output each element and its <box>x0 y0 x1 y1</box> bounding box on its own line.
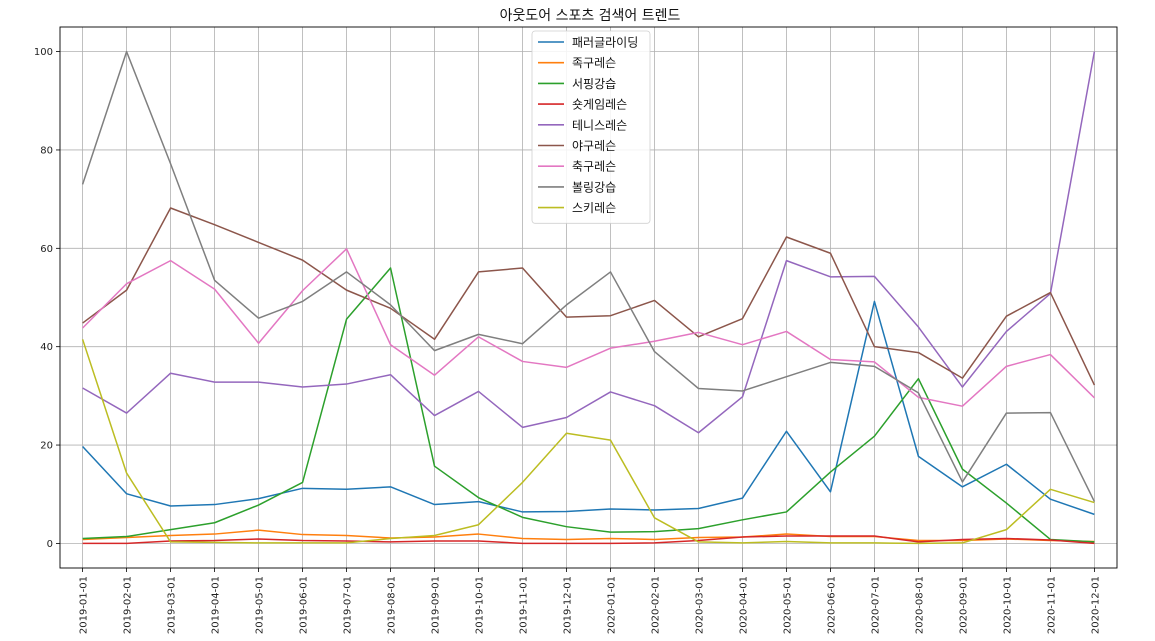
series-line-2 <box>82 529 1095 543</box>
x-tick-label: 2020-07-01 <box>870 576 881 634</box>
x-tick-label: 2020-05-01 <box>782 576 793 634</box>
x-tick-label: 2020-01-01 <box>606 576 617 634</box>
series-line-7 <box>82 248 1095 407</box>
legend-label: 테니스레슨 <box>572 118 627 132</box>
legend-label: 볼링강습 <box>572 180 616 194</box>
series-line-3 <box>82 267 1095 543</box>
x-tick-label: 2019-11-01 <box>519 576 530 634</box>
x-tick-label: 2020-03-01 <box>694 576 705 634</box>
plot-frame <box>59 26 1118 569</box>
x-tick-label: 2019-07-01 <box>343 576 354 634</box>
legend-label: 스키레슨 <box>572 201 616 215</box>
legend-label: 야구레슨 <box>572 139 616 153</box>
series-layer <box>81 50 1096 545</box>
x-tick-label: 2020-08-01 <box>914 576 925 634</box>
x-tick-label: 2019-02-01 <box>123 576 134 634</box>
legend-label: 서핑강습 <box>572 77 616 91</box>
series-line-8 <box>81 50 1096 502</box>
x-tick-label: 2019-12-01 <box>563 576 574 634</box>
series-line-9 <box>81 339 1095 545</box>
legend-label: 축구레슨 <box>572 160 616 174</box>
x-tick-label: 2020-10-01 <box>1002 576 1013 634</box>
x-tick-label: 2019-10-01 <box>475 576 486 634</box>
axes-layer: 2019-01-01 2019-02-01 2019-03-01 2019-04-01… <box>34 26 1118 634</box>
x-tick-label: 2019-06-01 <box>299 576 310 634</box>
x-tick-label: 2019-03-01 <box>167 576 178 634</box>
x-tick-label: 2019-05-01 <box>255 576 266 634</box>
legend-label: 패러글라이딩 <box>572 36 638 50</box>
x-tick-label: 2019-09-01 <box>431 576 442 634</box>
x-tick-label: 2020-11-01 <box>1046 576 1057 634</box>
series-line-4 <box>82 535 1095 545</box>
x-tick-label: 2020-06-01 <box>826 576 837 634</box>
x-tick-label: 2020-02-01 <box>650 576 661 634</box>
y-tick-label: 20 <box>40 441 53 452</box>
x-tick-label: 2020-12-01 <box>1090 576 1101 634</box>
y-tick-label: 80 <box>40 145 53 156</box>
y-tick-label: 0 <box>47 539 53 550</box>
series-line-6 <box>82 207 1096 386</box>
x-tick-label: 2020-09-01 <box>958 576 969 634</box>
chart-title: 아웃도어 스포츠 검색어 트렌드 <box>500 8 681 24</box>
x-tick-label: 2019-08-01 <box>387 576 398 634</box>
x-tick-label: 2020-04-01 <box>738 576 749 634</box>
y-tick-label: 100 <box>34 47 53 58</box>
series-line-5 <box>82 51 1096 434</box>
series-line-1 <box>82 300 1095 516</box>
legend-box <box>531 30 651 224</box>
y-tick-label: 40 <box>40 342 53 353</box>
x-tick-label: 2019-01-01 <box>79 576 90 634</box>
y-tick-label: 60 <box>40 244 53 255</box>
legend-label: 숏게임레슨 <box>572 98 627 112</box>
x-tick-label: 2019-04-01 <box>211 576 222 634</box>
legend-label: 족구레슨 <box>572 56 616 70</box>
